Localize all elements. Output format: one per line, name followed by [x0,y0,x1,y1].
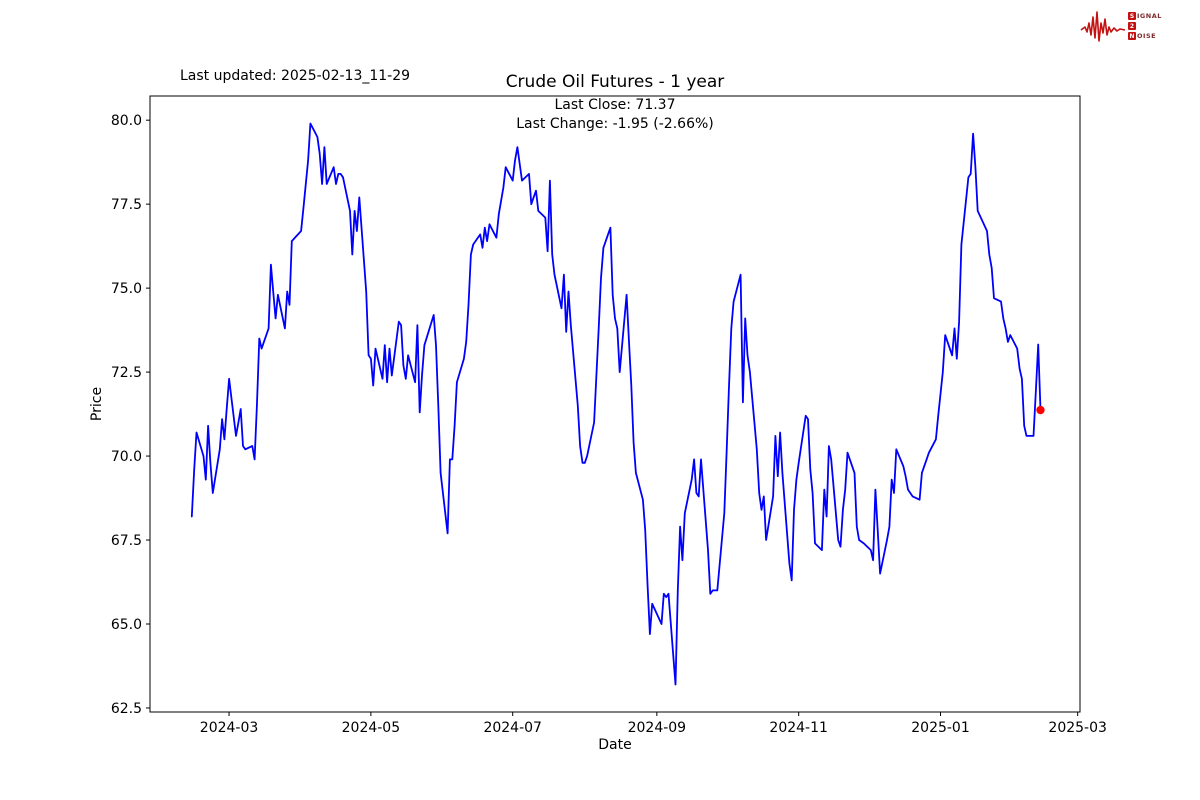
logo-letter-2: 2 [1128,22,1136,30]
x-tick-label: 2024-09 [628,720,687,736]
x-tick-label: 2024-11 [769,720,828,736]
x-tick-label: 2024-05 [342,720,401,736]
x-tick-label: 2025-03 [1048,720,1107,736]
y-tick-label: 70.0 [111,449,142,465]
signal2noise-logo: S IGNAL 2 N OISE [1080,6,1190,46]
x-tick-label: 2024-07 [483,720,542,736]
x-tick-label: 2025-01 [911,720,970,736]
y-tick-label: 72.5 [111,365,142,381]
y-tick-label: 67.5 [111,533,142,549]
last-change-annotation: Last Change: -1.95 (-2.66%) [516,116,714,132]
logo-text-oise: OISE [1137,32,1157,40]
plot-border [149,95,1081,713]
y-tick-label: 77.5 [111,197,142,213]
y-tick-label: 62.5 [111,701,142,717]
y-tick-label: 80.0 [111,113,142,129]
price-line [190,122,1042,686]
x-tick-label: 2024-03 [200,720,259,736]
last-updated-text: Last updated: 2025-02-13_11-29 [180,68,411,84]
y-tick-label: 65.0 [111,617,142,633]
last-close-annotation: Last Close: 71.37 [554,97,676,113]
x-axis-label: Date [598,737,632,753]
logo-text-ignal: IGNAL [1137,12,1162,20]
last-price-marker [1036,405,1045,415]
y-tick-label: 75.0 [111,281,142,297]
logo-letter-s: S [1128,12,1136,20]
logo-waveform-icon [1080,11,1126,42]
chart-title: Crude Oil Futures - 1 year [505,72,725,92]
logo-text: S IGNAL 2 N OISE [1128,12,1162,41]
logo-letter-n: N [1128,32,1136,40]
